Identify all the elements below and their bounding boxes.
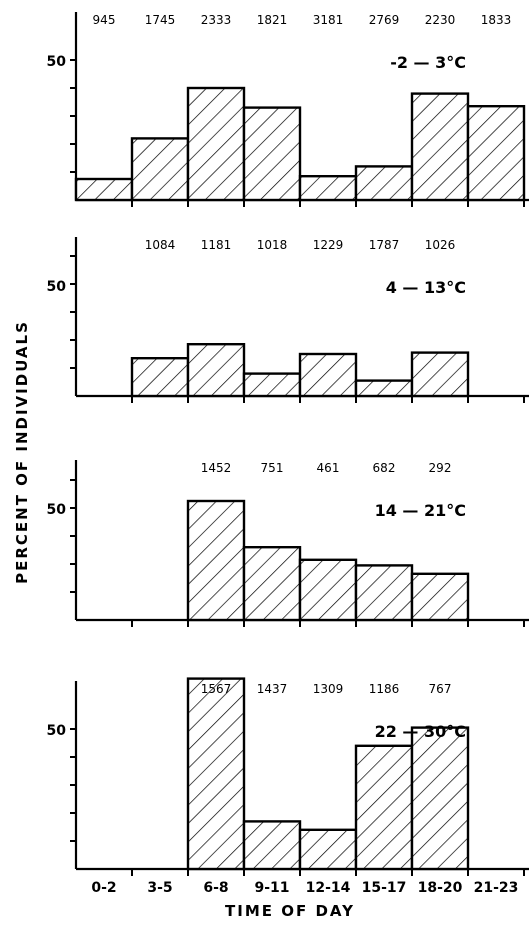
y-tick-label: 50 <box>47 502 67 518</box>
bar-18-20 <box>410 351 470 398</box>
y-axis-label: PERCENT OF INDIVIDUALS <box>13 320 31 584</box>
y-tick-label: 50 <box>47 723 67 739</box>
bar-15-17 <box>354 379 414 398</box>
bar-6-8 <box>186 499 246 622</box>
bar-6-8 <box>186 86 246 202</box>
sample-size-label: 1833 <box>481 13 512 27</box>
sample-size-label: 1181 <box>201 238 232 252</box>
sample-size-label: 945 <box>93 13 116 27</box>
bar-12-14 <box>298 828 358 871</box>
sample-size-label: 751 <box>261 461 284 475</box>
bar-15-17 <box>354 744 414 871</box>
x-tick-label: 3-5 <box>147 880 172 896</box>
sample-size-label: 1018 <box>257 238 288 252</box>
sample-size-label: 682 <box>373 461 396 475</box>
sample-size-label: 1026 <box>425 238 456 252</box>
sample-size-label: 1229 <box>313 238 344 252</box>
panel-4: 50 1567 1437 1309 1186 767 22 — 30°C 0-2 3-5 6-8 9… <box>47 677 529 896</box>
sample-size-label: 2769 <box>369 13 400 27</box>
bar-3-5 <box>130 137 190 202</box>
temperature-label: 14 — 21°C <box>375 501 466 520</box>
x-tick-label: 0-2 <box>91 880 116 896</box>
bar-9-11 <box>242 546 302 622</box>
temperature-label: -2 — 3°C <box>390 53 466 72</box>
panel-1: 50 945 1745 2333 1821 3181 2769 2230 1833 -2 — 3°… <box>47 12 529 207</box>
y-tick-label: 50 <box>47 279 67 295</box>
bar-12-14 <box>298 174 358 202</box>
bar-15-17 <box>354 165 414 202</box>
sample-size-label: 3181 <box>313 13 344 27</box>
sample-size-label: 1186 <box>369 682 400 696</box>
x-tick-label: 9-11 <box>254 880 289 896</box>
temperature-label: 22 — 30°C <box>375 722 466 741</box>
bar-0-2 <box>74 177 134 202</box>
bar-21-23 <box>466 104 526 202</box>
bar-3-5 <box>130 357 190 398</box>
bar-9-11 <box>242 820 302 871</box>
panel-3: 50 1452 751 461 682 292 14 — 21°C <box>47 460 529 627</box>
bar-9-11 <box>242 106 302 202</box>
x-axis-label: TIME OF DAY <box>225 902 355 920</box>
sample-size-label: 1745 <box>145 13 176 27</box>
sample-size-label: 767 <box>429 682 452 696</box>
y-tick-label: 50 <box>47 54 67 70</box>
x-tick-label: 6-8 <box>203 880 228 896</box>
sample-size-label: 2333 <box>201 13 232 27</box>
bar-12-14 <box>298 352 358 398</box>
bar-18-20 <box>410 726 470 871</box>
temperature-label: 4 — 13°C <box>386 278 466 297</box>
bar-15-17 <box>354 564 414 622</box>
x-tick-label: 12-14 <box>306 880 351 896</box>
sample-size-label: 2230 <box>425 13 456 27</box>
sample-size-label: 1437 <box>257 682 288 696</box>
bar-18-20 <box>410 572 470 622</box>
sample-size-label: 1787 <box>369 238 400 252</box>
bar-18-20 <box>410 92 470 202</box>
bar-6-8 <box>186 343 246 398</box>
sample-size-label: 1821 <box>257 13 288 27</box>
sample-size-label: 1452 <box>201 461 232 475</box>
sample-size-label: 1567 <box>201 682 232 696</box>
bar-9-11 <box>242 372 302 398</box>
bar-6-8 <box>186 677 246 871</box>
x-tick-label: 21-23 <box>474 880 519 896</box>
panel-2: 50 1084 1181 1018 1229 1787 1026 4 — 13°C <box>47 237 529 403</box>
x-tick-label: 18-20 <box>418 880 463 896</box>
sample-size-label: 461 <box>317 461 340 475</box>
sample-size-label: 1084 <box>145 238 176 252</box>
sample-size-label: 1309 <box>313 682 344 696</box>
sample-size-label: 292 <box>429 461 452 475</box>
x-tick-label: 15-17 <box>362 880 407 896</box>
bar-12-14 <box>298 558 358 622</box>
